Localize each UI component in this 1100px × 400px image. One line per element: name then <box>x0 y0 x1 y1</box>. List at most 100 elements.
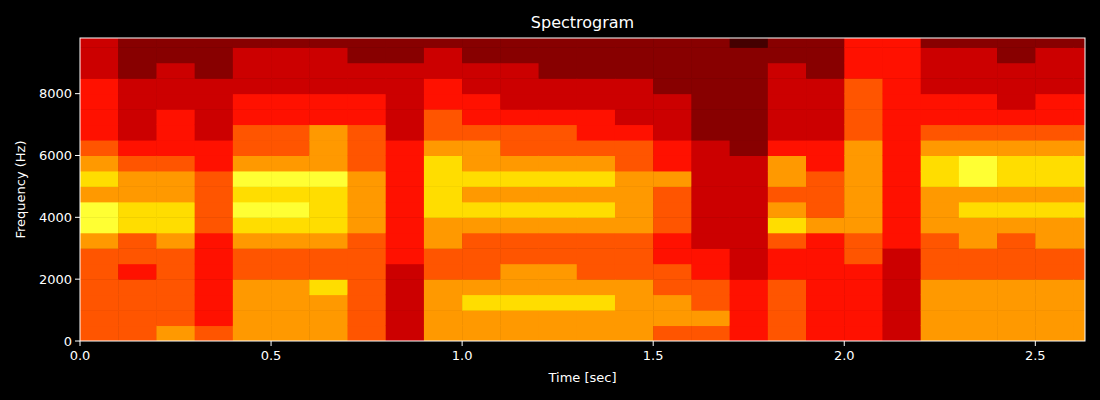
cell <box>309 140 348 156</box>
cell <box>768 186 807 202</box>
cell <box>882 233 921 249</box>
cell <box>80 264 119 280</box>
cell <box>309 63 348 79</box>
cell <box>959 38 998 48</box>
cell <box>882 310 921 326</box>
cell <box>271 38 310 48</box>
cell <box>500 38 539 48</box>
cell <box>653 326 692 341</box>
cell <box>768 326 807 341</box>
cell <box>921 109 960 125</box>
cell <box>80 295 119 311</box>
cell <box>347 171 386 187</box>
cell <box>424 295 463 311</box>
cell <box>500 78 539 94</box>
x-tick <box>653 341 654 346</box>
cell <box>730 264 769 280</box>
cell <box>577 38 616 48</box>
x-label: Time [sec] <box>547 370 616 385</box>
cell <box>921 264 960 280</box>
cell <box>1035 264 1074 280</box>
cell <box>921 248 960 264</box>
cell <box>156 310 195 326</box>
cell <box>806 279 845 295</box>
cell <box>997 279 1036 295</box>
cell <box>195 233 234 249</box>
cell <box>424 94 463 110</box>
cell <box>921 233 960 249</box>
cell <box>997 310 1036 326</box>
cell <box>195 140 234 156</box>
cell <box>691 279 730 295</box>
cell <box>500 279 539 295</box>
cell <box>1074 264 1085 280</box>
cell <box>577 326 616 341</box>
cell <box>730 109 769 125</box>
cell <box>882 125 921 141</box>
cell <box>462 38 501 48</box>
cell <box>80 38 119 48</box>
cell <box>424 279 463 295</box>
cell <box>691 47 730 63</box>
cell <box>309 155 348 171</box>
cell <box>462 109 501 125</box>
cell <box>195 248 234 264</box>
cell <box>844 125 883 141</box>
cell <box>653 186 692 202</box>
cell <box>844 217 883 233</box>
cell <box>347 310 386 326</box>
cell <box>1035 63 1074 79</box>
cell <box>882 171 921 187</box>
cell <box>768 264 807 280</box>
cell <box>768 94 807 110</box>
cell <box>768 38 807 48</box>
cell <box>386 264 425 280</box>
cell <box>730 125 769 141</box>
cell <box>730 310 769 326</box>
cell <box>233 248 272 264</box>
cell <box>730 233 769 249</box>
cell <box>882 248 921 264</box>
cell <box>309 78 348 94</box>
cell <box>730 155 769 171</box>
cell <box>653 264 692 280</box>
cell <box>539 94 578 110</box>
cell <box>462 264 501 280</box>
cell <box>500 155 539 171</box>
cell <box>80 279 119 295</box>
cell <box>615 125 654 141</box>
y-tick-label: 6000 <box>39 148 72 163</box>
cell <box>1035 78 1074 94</box>
cell <box>959 202 998 218</box>
cell <box>118 264 157 280</box>
cell <box>309 171 348 187</box>
cell <box>921 279 960 295</box>
cell <box>539 109 578 125</box>
cell <box>347 155 386 171</box>
cell <box>615 310 654 326</box>
x-tick-label: 1.5 <box>643 348 664 363</box>
cell <box>233 217 272 233</box>
x-tick <box>271 341 272 346</box>
cell <box>233 155 272 171</box>
cell <box>768 125 807 141</box>
cell <box>691 202 730 218</box>
cell <box>195 217 234 233</box>
cell <box>347 38 386 48</box>
cell <box>347 202 386 218</box>
cell <box>806 248 845 264</box>
cell <box>844 171 883 187</box>
cell <box>386 63 425 79</box>
x-tick-label: 0.0 <box>70 348 91 363</box>
cell <box>730 295 769 311</box>
cell <box>997 295 1036 311</box>
cell <box>921 186 960 202</box>
cell <box>80 217 119 233</box>
cell <box>233 326 272 341</box>
cell <box>615 233 654 249</box>
cell <box>156 63 195 79</box>
cell <box>539 171 578 187</box>
cell <box>386 233 425 249</box>
cell <box>462 279 501 295</box>
cell <box>462 171 501 187</box>
